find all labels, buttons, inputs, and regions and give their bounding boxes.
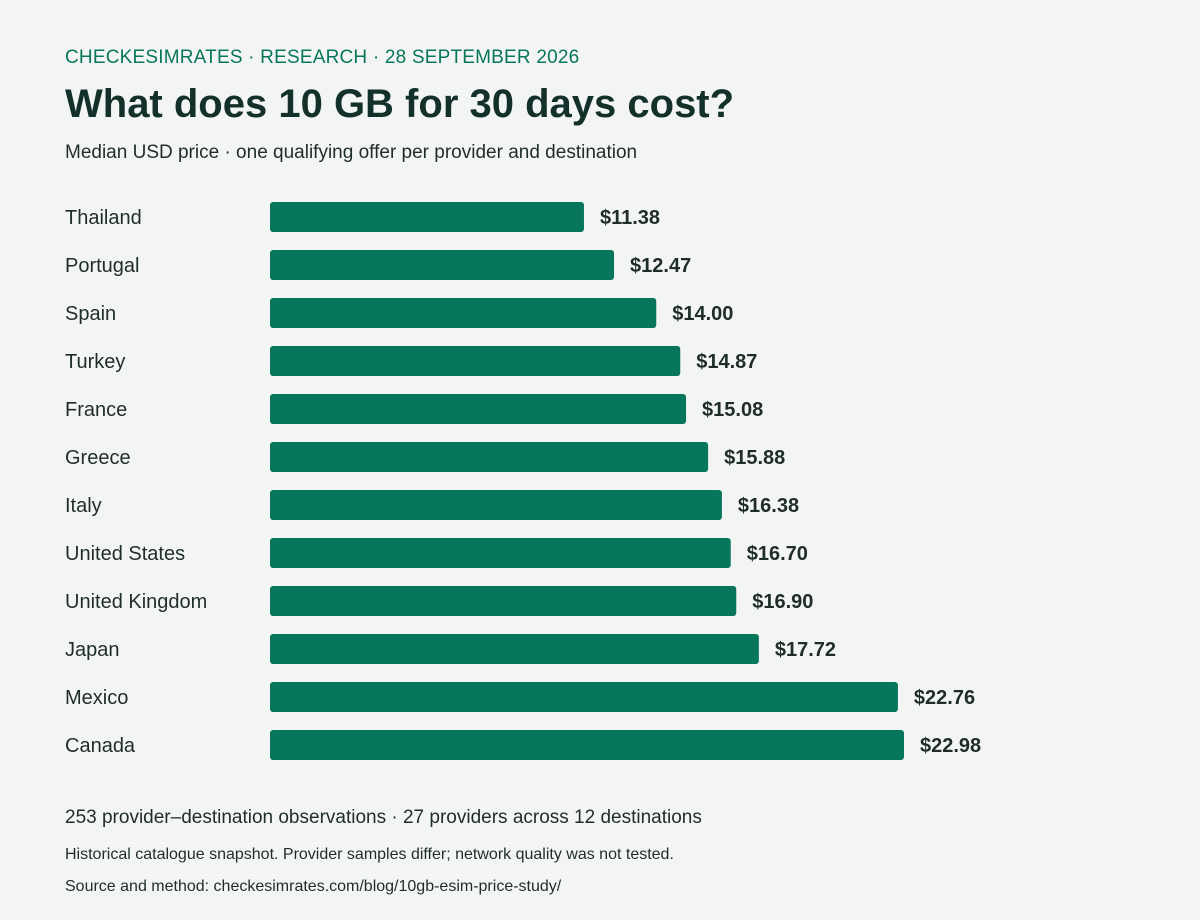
value-label: $12.47	[630, 255, 691, 277]
category-label: Canada	[65, 735, 136, 757]
bar	[270, 394, 687, 424]
category-label: Mexico	[65, 687, 128, 709]
bar	[270, 490, 722, 520]
bar	[270, 250, 615, 280]
bar	[270, 634, 759, 664]
value-label: $15.88	[724, 447, 785, 469]
value-label: $22.98	[920, 735, 981, 757]
bar	[270, 586, 737, 616]
category-label: Greece	[65, 447, 131, 469]
observations-note: 253 provider–destination observations · …	[65, 807, 702, 828]
value-label: $14.87	[696, 351, 757, 373]
category-label: Portugal	[65, 255, 140, 277]
value-label: $16.90	[752, 591, 813, 613]
snapshot-note: Historical catalogue snapshot. Provider …	[65, 846, 674, 863]
value-label: $14.00	[672, 303, 733, 325]
category-label: France	[65, 399, 127, 421]
value-label: $17.72	[775, 639, 836, 661]
bar	[270, 346, 681, 376]
category-label: Spain	[65, 303, 116, 325]
kicker: CHECKESIMRATES · RESEARCH · 28 SEPTEMBER…	[65, 47, 580, 68]
bar	[270, 442, 709, 472]
value-label: $16.38	[738, 495, 799, 517]
value-label: $11.38	[600, 207, 660, 229]
chart-title: What does 10 GB for 30 days cost?	[65, 82, 735, 126]
category-label: United States	[65, 543, 185, 565]
category-label: Japan	[65, 639, 120, 661]
source-note: Source and method: checkesimrates.com/bl…	[65, 878, 562, 895]
category-label: Italy	[65, 495, 102, 517]
bar	[270, 538, 731, 568]
category-label: Thailand	[65, 207, 142, 229]
value-label: $16.70	[747, 543, 808, 565]
bar	[270, 298, 657, 328]
value-label: $15.08	[702, 399, 763, 421]
bar	[270, 202, 584, 232]
value-label: $22.76	[914, 687, 975, 709]
category-label: United Kingdom	[65, 591, 207, 613]
bar	[270, 682, 898, 712]
bar	[270, 730, 904, 760]
category-label: Turkey	[65, 351, 125, 373]
chart-subtitle: Median USD price · one qualifying offer …	[65, 142, 638, 163]
